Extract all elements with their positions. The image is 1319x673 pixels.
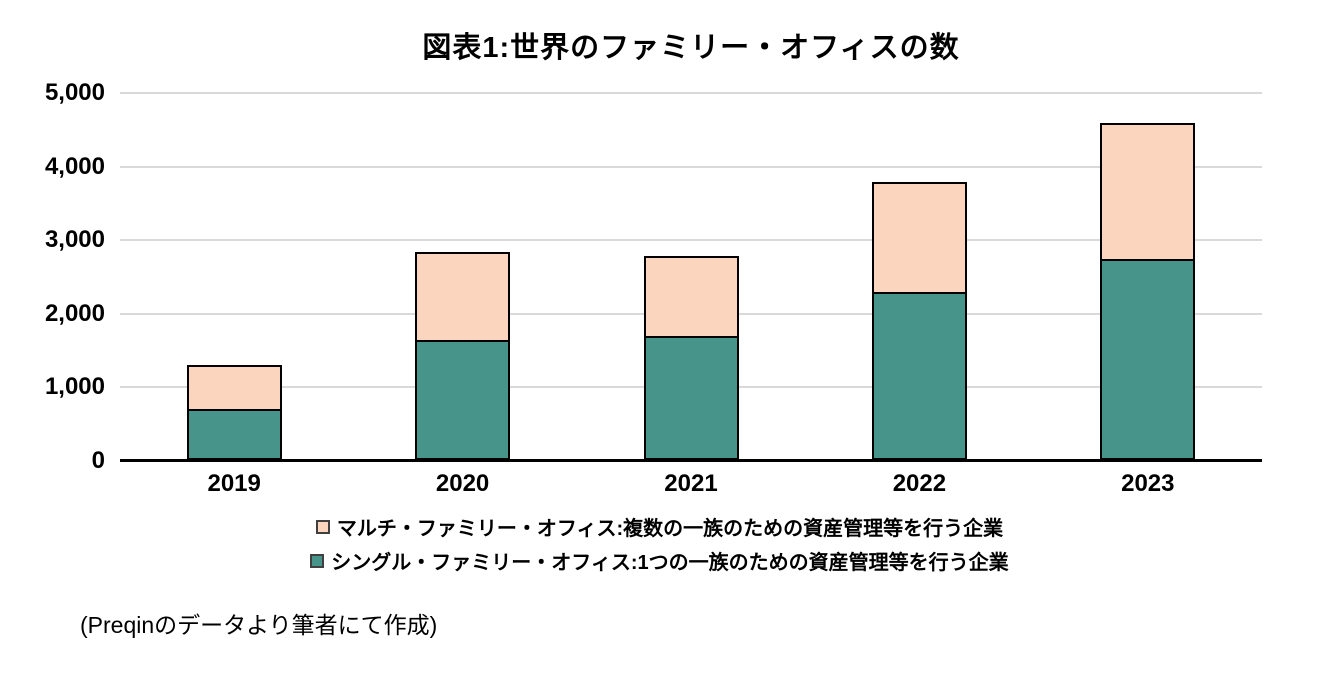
legend: マルチ・ファミリー・オフィス:複数の一族のための資産管理等を行う企業 シングル・フ… — [0, 512, 1319, 575]
y-tick-label: 0 — [91, 447, 105, 474]
y-tick-label: 2,000 — [44, 299, 105, 327]
gridline-4000 — [120, 165, 1262, 168]
bar-segment-single-family — [415, 342, 511, 460]
bar-segment-multi-family — [186, 365, 282, 412]
bar-segment-multi-family — [1100, 122, 1196, 261]
bar-2023 — [1100, 122, 1196, 460]
y-tick-label: 1,000 — [44, 373, 105, 401]
x-axis-labels: 2019 2020 2021 2022 2023 — [120, 470, 1262, 500]
legend-label: シングル・ファミリー・オフィス:1つの一族のための資産管理等を行う企業 — [331, 552, 1009, 574]
x-tick-label-2021: 2021 — [664, 470, 718, 497]
gridline-5000 — [120, 92, 1262, 94]
bar-segment-multi-family — [415, 251, 511, 343]
bar-2022 — [871, 181, 967, 460]
bar-segment-single-family — [871, 294, 967, 460]
legend-label: マルチ・ファミリー・オフィス:複数の一族のための資産管理等を行う企業 — [336, 518, 1004, 540]
bar-segment-single-family — [1100, 260, 1196, 460]
source-note: (Preqinのデータより筆者にて作成) — [80, 612, 438, 638]
legend-swatch-icon — [315, 519, 330, 534]
bar-2019 — [186, 365, 282, 460]
plot-area — [120, 92, 1262, 462]
bar-segment-multi-family — [643, 256, 739, 338]
y-tick-label: 5,000 — [44, 79, 105, 106]
legend-item: シングル・ファミリー・オフィス:1つの一族のための資産管理等を行う企業 — [310, 546, 1009, 575]
x-axis-line — [120, 459, 1262, 462]
bar-2021 — [643, 256, 739, 460]
y-axis-labels: 0 1,000 2,000 3,000 4,000 5,000 — [0, 80, 105, 474]
y-tick-label: 4,000 — [44, 152, 105, 180]
y-tick-label: 3,000 — [44, 226, 105, 254]
legend-item: マルチ・ファミリー・オフィス:複数の一族のための資産管理等を行う企業 — [315, 512, 1004, 541]
gridline-3000 — [120, 239, 1262, 242]
bar-segment-single-family — [643, 337, 739, 460]
x-tick-label-2023: 2023 — [1121, 470, 1175, 497]
bar-segment-single-family — [186, 411, 282, 460]
x-tick-label-2019: 2019 — [207, 470, 261, 497]
bar-2020 — [415, 251, 511, 460]
x-tick-label-2022: 2022 — [892, 470, 947, 497]
x-tick-label-2020: 2020 — [435, 470, 490, 497]
chart-title: 図表1:世界のファミリー・オフィスの数 — [422, 32, 960, 64]
bar-segment-multi-family — [871, 181, 967, 295]
legend-swatch-icon — [310, 553, 325, 568]
